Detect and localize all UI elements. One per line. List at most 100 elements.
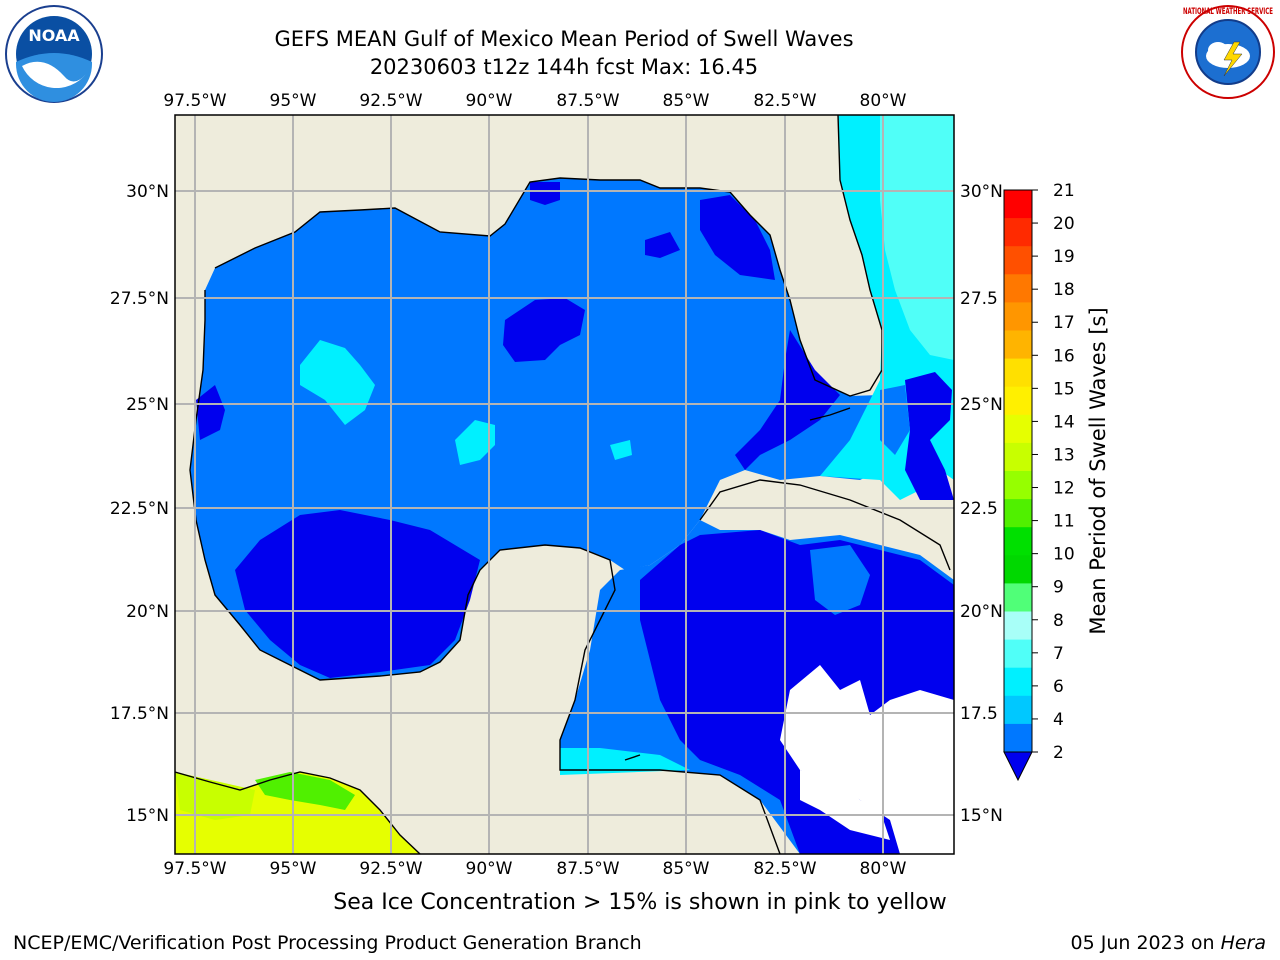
lon-label-bottom: 82.5°W xyxy=(753,859,816,879)
lon-label-bottom: 90°W xyxy=(466,859,513,879)
colorbar-swatch xyxy=(1004,583,1032,612)
colorbar-frame xyxy=(1003,189,1033,753)
lon-label-bottom: 95°W xyxy=(270,859,317,879)
colorbar-swatch xyxy=(1004,386,1032,416)
lat-label-left: 20°N xyxy=(126,602,169,622)
deep-swell-central xyxy=(503,298,585,362)
lon-label-top: 97.5°W xyxy=(163,91,226,111)
colorbar-swatch xyxy=(1004,667,1032,697)
colorbar-swatch xyxy=(1004,358,1032,388)
deep-swell-north-small xyxy=(645,232,680,258)
colorbar-tick-label: 2 xyxy=(1053,743,1064,763)
map-subtitle-forecast: 20230603 t12z 144h fcst Max: 16.45 xyxy=(369,55,759,79)
cyan-patch-small xyxy=(610,440,632,460)
colorbar-swatch xyxy=(1004,527,1032,556)
footer-date: 05 Jun 2023 on Hera xyxy=(1071,932,1266,954)
colorbar-swatch xyxy=(1004,302,1032,331)
colorbar-tick-label: 8 xyxy=(1053,611,1064,631)
lat-labels-left: 30°N 27.5°N 25°N 22.5°N 20°N 17.5°N 15°N xyxy=(110,182,169,826)
colorbar-tick-label: 13 xyxy=(1053,445,1075,465)
colorbar-tick-labels: 21 20 19 18 17 16 15 14 13 12 11 10 9 8 7 6 4 2 xyxy=(1032,181,1075,763)
colorbar-swatch xyxy=(1004,639,1032,669)
colorbar-swatch xyxy=(1004,555,1032,584)
colorbar-swatch xyxy=(1004,471,1032,500)
colorbar-swatch xyxy=(1004,611,1032,641)
lon-label-top: 87.5°W xyxy=(556,91,619,111)
footer-host: Hera xyxy=(1220,932,1266,954)
nws-logo-text: NATIONAL WEATHER SERVICE xyxy=(1183,7,1273,17)
colorbar-tick-label: 6 xyxy=(1053,677,1064,697)
map-frame xyxy=(174,114,955,855)
lon-label-bottom: 87.5°W xyxy=(556,859,619,879)
lat-label-right: 22.5 xyxy=(960,499,998,519)
deep-swell-southwest-gulf xyxy=(235,510,480,678)
deep-swell-north-patch xyxy=(530,182,560,205)
lat-label-right: 15°N xyxy=(960,806,1003,826)
footer-date-text: 05 Jun 2023 on xyxy=(1070,932,1221,954)
footer-credit: NCEP/EMC/Verification Post Processing Pr… xyxy=(13,932,642,954)
colorbar-tick-label: 18 xyxy=(1053,280,1075,300)
lat-label-right: 20°N xyxy=(960,602,1003,622)
lon-label-top: 90°W xyxy=(466,91,513,111)
lon-labels-top: 97.5°W 95°W 92.5°W 90°W 87.5°W 85°W 82.5… xyxy=(163,91,906,111)
colorbar-tick-label: 11 xyxy=(1053,512,1075,532)
colorbar-tick-label: 16 xyxy=(1053,346,1075,366)
colorbar-swatch xyxy=(1004,274,1032,303)
deep-swell-east-gulf xyxy=(735,330,840,470)
lon-label-bottom: 85°W xyxy=(663,859,710,879)
lat-label-left: 27.5°N xyxy=(110,289,169,309)
deep-swell-northeast-gulf xyxy=(700,195,775,280)
colorbar-tick-label: 4 xyxy=(1053,710,1064,730)
gridlines xyxy=(175,115,954,854)
mid-swell-bahamas xyxy=(880,385,910,455)
lon-label-bottom: 97.5°W xyxy=(163,859,226,879)
colorbar-swatch xyxy=(1004,414,1032,444)
colorbar-swatch xyxy=(1004,499,1032,528)
lat-label-right: 17.5 xyxy=(960,704,998,724)
lat-labels-right: 30°N 27.5 25°N 22.5 20°N 17.5 15°N xyxy=(960,182,1003,826)
lat-label-left: 25°N xyxy=(126,395,169,415)
noaa-logo-text: NOAA xyxy=(28,26,80,45)
cyan-patch-caribbean-south xyxy=(560,748,690,775)
sea-ice-note: Sea Ice Concentration > 15% is shown in … xyxy=(333,890,947,915)
colorbar-tick-label: 10 xyxy=(1053,545,1075,565)
lon-label-bottom: 80°W xyxy=(860,859,907,879)
colorbar-tick-label: 17 xyxy=(1053,313,1075,333)
colorbar-swatch xyxy=(1004,442,1032,472)
lat-label-left: 15°N xyxy=(126,806,169,826)
colorbar-label: Mean Period of Swell Waves [s] xyxy=(1086,307,1110,634)
colorbar-tick-label: 14 xyxy=(1053,412,1075,432)
colorbar-swatch xyxy=(1004,218,1032,247)
lat-label-left: 30°N xyxy=(126,182,169,202)
lon-label-top: 85°W xyxy=(663,91,710,111)
colorbar xyxy=(1003,189,1033,782)
colorbar-tick-label: 9 xyxy=(1053,578,1064,598)
lon-label-top: 95°W xyxy=(270,91,317,111)
colorbar-swatch xyxy=(1004,190,1032,219)
colorbar-tick-label: 12 xyxy=(1053,479,1075,499)
pacific-green-band xyxy=(255,772,355,810)
lat-label-right: 30°N xyxy=(960,182,1003,202)
colorbar-swatch xyxy=(1004,695,1032,725)
noaa-logo: NOAA xyxy=(5,5,103,103)
colorbar-swatch xyxy=(1004,330,1032,360)
colorbar-swatch xyxy=(1004,246,1032,275)
nws-logo: NATIONAL WEATHER SERVICE xyxy=(1181,5,1275,99)
mid-swell-caribbean-patch xyxy=(810,545,870,615)
colorbar-swatch xyxy=(1004,723,1032,753)
lat-label-left: 22.5°N xyxy=(110,499,169,519)
lon-labels-bottom: 97.5°W 95°W 92.5°W 90°W 87.5°W 85°W 82.5… xyxy=(163,859,906,879)
colorbar-tick-label: 15 xyxy=(1053,379,1075,399)
lat-label-right: 27.5 xyxy=(960,289,998,309)
lat-label-right: 25°N xyxy=(960,395,1003,415)
cyan-patch-central xyxy=(455,420,495,465)
lon-label-bottom: 92.5°W xyxy=(359,859,422,879)
colorbar-extension xyxy=(1003,751,1033,782)
lat-label-left: 17.5°N xyxy=(110,704,169,724)
deep-swell-west-edge xyxy=(196,385,225,440)
missing-data-patch-2 xyxy=(800,770,890,840)
lon-label-top: 80°W xyxy=(860,91,907,111)
colorbar-tick-label: 19 xyxy=(1053,247,1075,267)
colorbar-tick-label: 21 xyxy=(1053,181,1075,201)
